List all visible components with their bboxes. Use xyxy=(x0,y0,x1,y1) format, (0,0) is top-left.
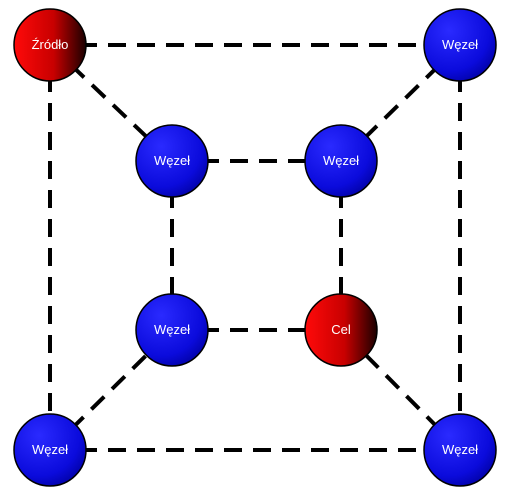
node-label-outer-bottom-right: Węzeł xyxy=(442,442,478,457)
node-label-outer-bottom-left: Węzeł xyxy=(32,442,68,457)
node-inner-top-left: Węzeł xyxy=(135,124,209,198)
node-outer-bottom-right: Węzeł xyxy=(423,413,497,487)
node-outer-top-right: Węzeł xyxy=(423,8,497,82)
edges-layer xyxy=(48,43,462,452)
node-label-source: Źródło xyxy=(32,37,69,52)
node-outer-bottom-left: Węzeł xyxy=(13,413,87,487)
node-target: Cel xyxy=(304,293,378,367)
node-circle-source xyxy=(13,8,87,82)
node-label-inner-bottom-left: Węzeł xyxy=(154,322,190,337)
node-inner-top-right: Węzeł xyxy=(304,124,378,198)
node-circle-outer-bottom-right xyxy=(423,413,497,487)
node-circle-target xyxy=(304,293,378,367)
node-label-outer-top-right: Węzeł xyxy=(442,37,478,52)
nodes-layer: Źródło Węzeł Węzeł Węzeł Węzeł Cel Węzeł Węzeł xyxy=(13,8,497,487)
node-label-target: Cel xyxy=(331,322,351,337)
node-circle-inner-bottom-left xyxy=(135,293,209,367)
node-circle-outer-top-right xyxy=(423,8,497,82)
node-circle-inner-top-right xyxy=(304,124,378,198)
node-label-inner-top-left: Węzeł xyxy=(154,153,190,168)
node-circle-outer-bottom-left xyxy=(13,413,87,487)
node-source: Źródło xyxy=(13,8,87,82)
node-inner-bottom-left: Węzeł xyxy=(135,293,209,367)
node-label-inner-top-right: Węzeł xyxy=(323,153,359,168)
node-circle-inner-top-left xyxy=(135,124,209,198)
